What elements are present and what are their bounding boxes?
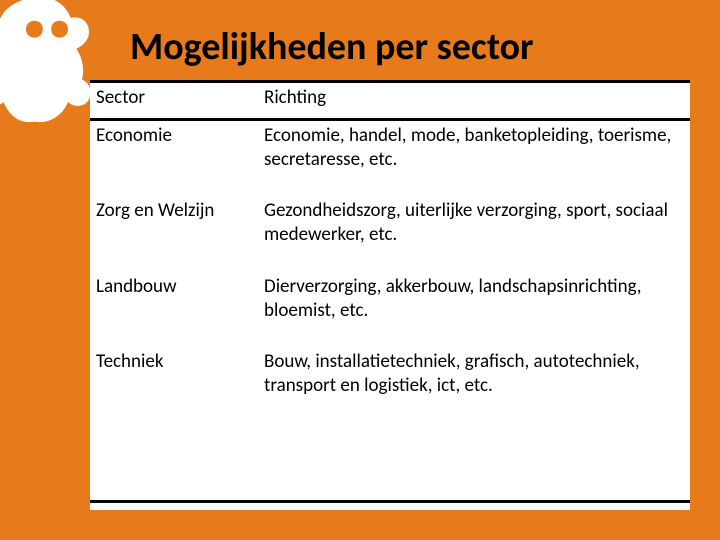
cell-sector: Zorg en Welzijn xyxy=(90,191,258,267)
table-row: Zorg en Welzijn Gezondheidszorg, uiterli… xyxy=(90,191,690,267)
slide: Mogelijkheden per sector Sector Richting… xyxy=(0,0,720,540)
cell-richting: Dierverzorging, akkerbouw, landschapsinr… xyxy=(258,267,690,343)
table-header-row: Sector Richting xyxy=(90,80,690,116)
page-title: Mogelijkheden per sector xyxy=(130,24,534,70)
cell-richting: Gezondheidszorg, uiterlijke verzorging, … xyxy=(258,191,690,267)
sector-table: Sector Richting Economie Economie, hande… xyxy=(90,80,690,418)
rule-bottom xyxy=(90,500,690,503)
table-row: Economie Economie, handel, mode, banketo… xyxy=(90,116,690,192)
cell-sector: Techniek xyxy=(90,342,258,418)
rule-mid xyxy=(90,118,690,121)
content-box: Sector Richting Economie Economie, hande… xyxy=(90,80,690,510)
cell-richting: Economie, handel, mode, banketopleiding,… xyxy=(258,116,690,192)
cell-richting: Bouw, installatietechniek, grafisch, aut… xyxy=(258,342,690,418)
cell-sector: Landbouw xyxy=(90,267,258,343)
rule-top xyxy=(90,80,690,83)
col-header-sector: Sector xyxy=(90,80,258,116)
col-header-richting: Richting xyxy=(258,80,690,116)
cell-sector: Economie xyxy=(90,116,258,192)
table-row: Techniek Bouw, installatietechniek, graf… xyxy=(90,342,690,418)
table-row: Landbouw Dierverzorging, akkerbouw, land… xyxy=(90,267,690,343)
